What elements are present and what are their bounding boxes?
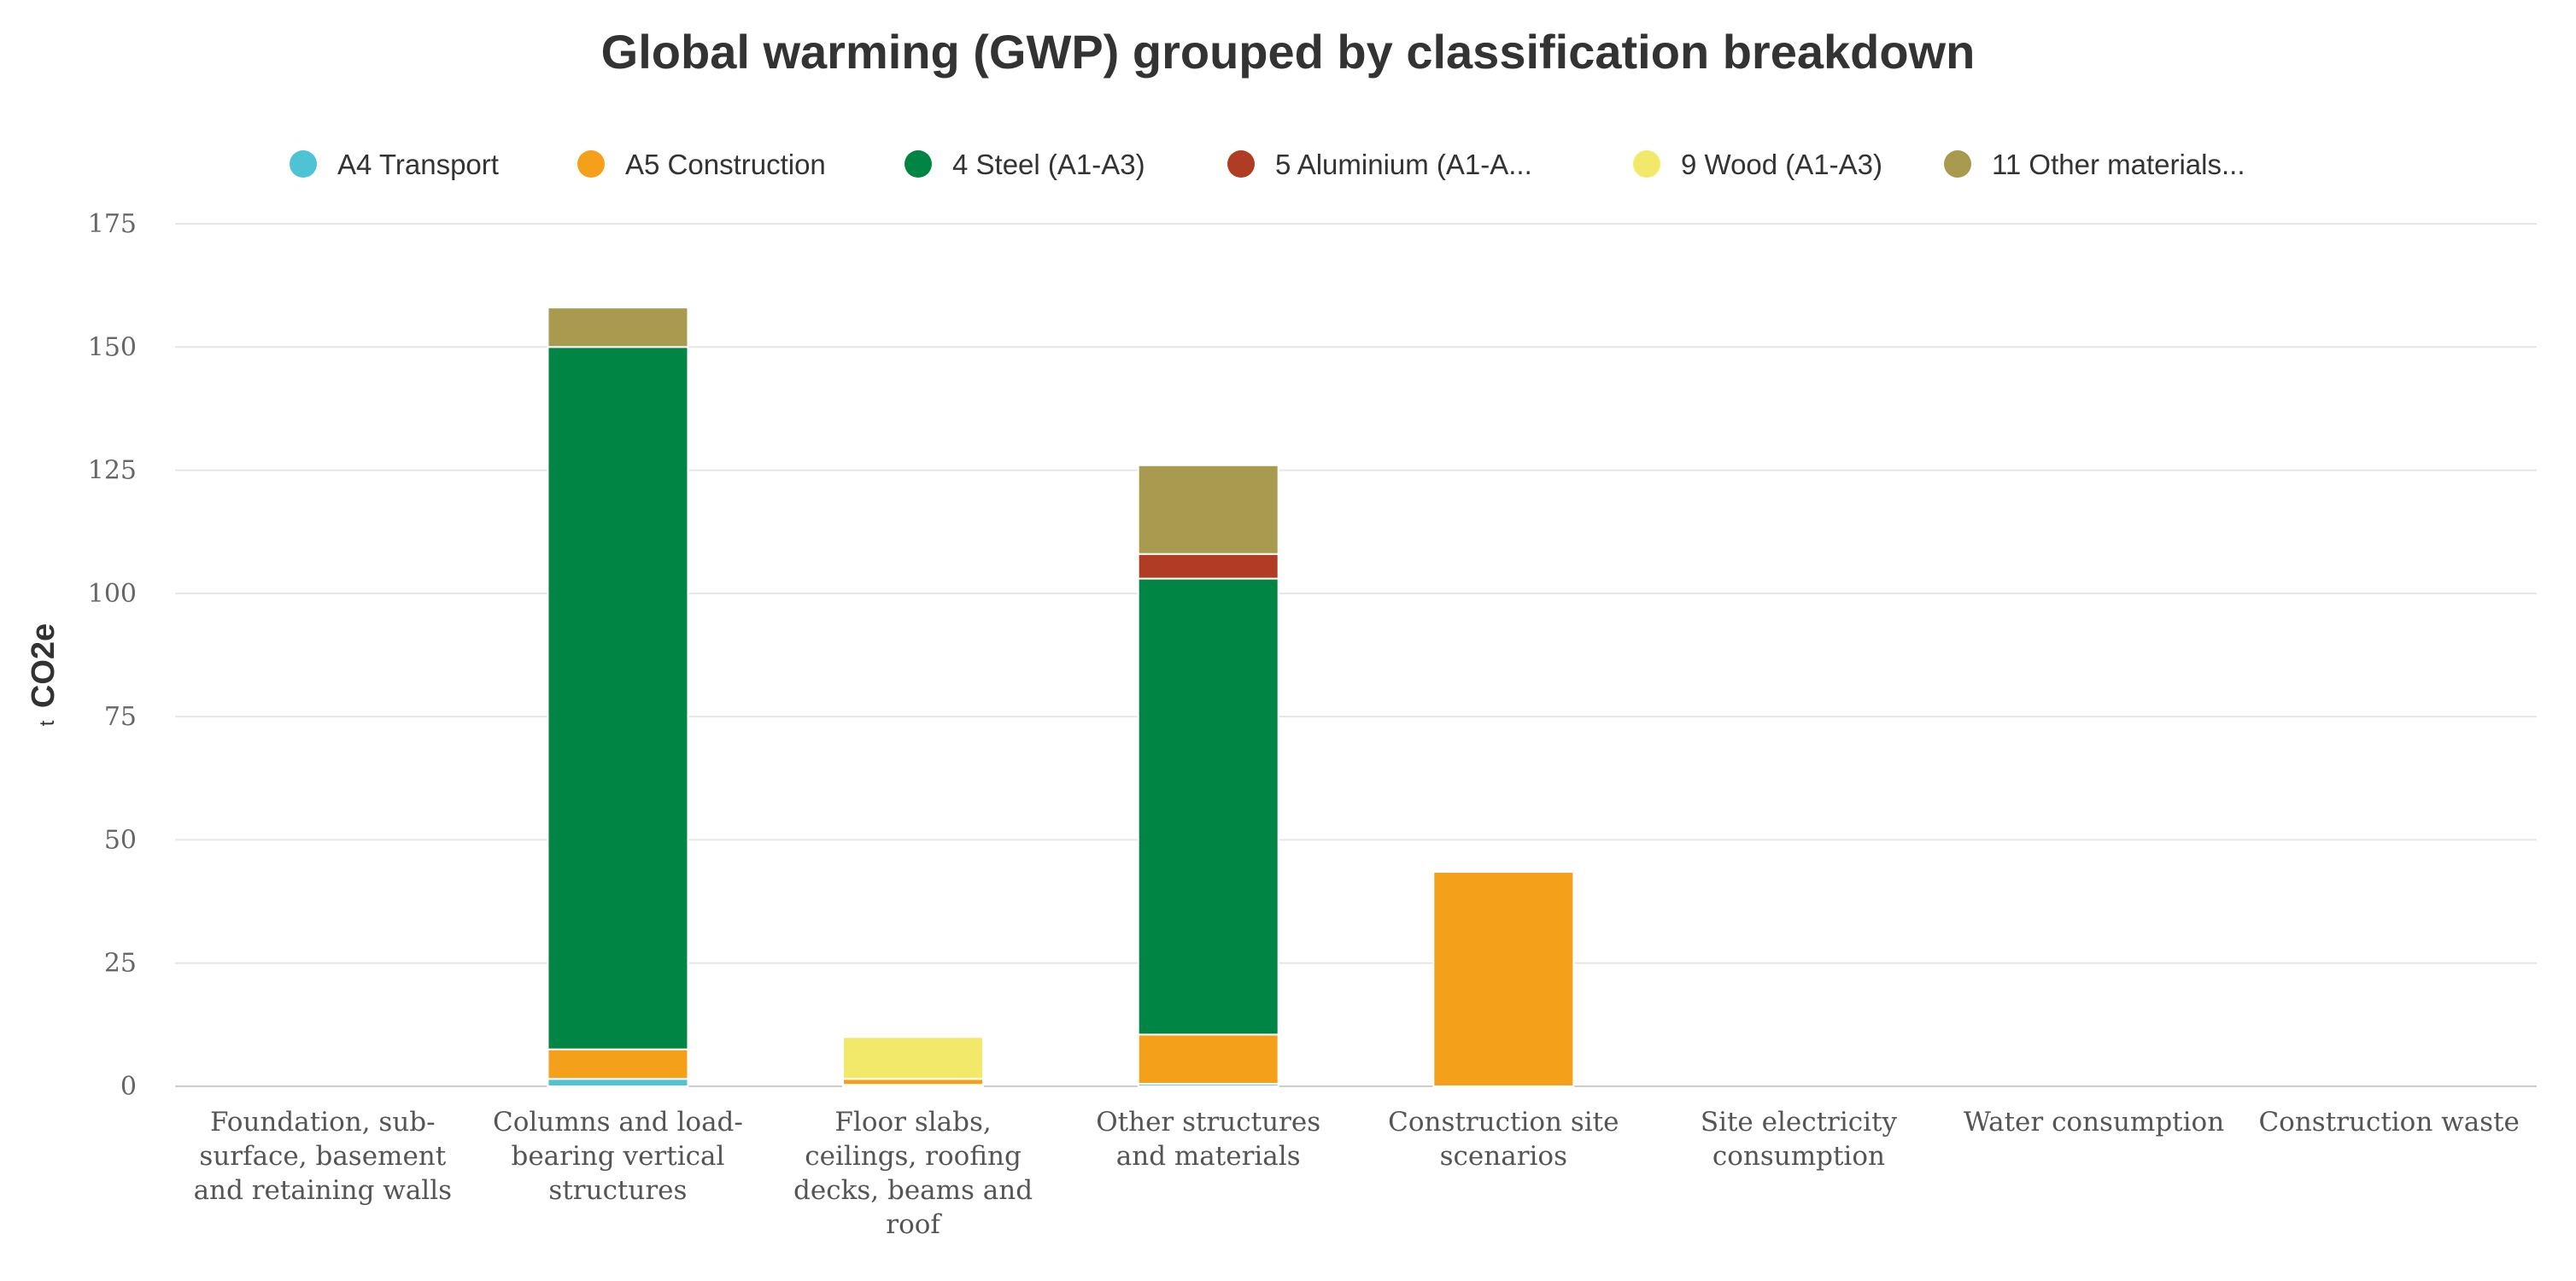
bar-segment[interactable]: [547, 346, 689, 1050]
legend-item[interactable]: 5 Aluminium (A1-A...: [1227, 149, 1532, 180]
chart-title: Global warming (GWP) grouped by classifi…: [601, 25, 1976, 79]
bar-segment[interactable]: [842, 1036, 985, 1080]
bars: [547, 307, 1575, 1088]
legend-label: A4 Transport: [337, 149, 499, 180]
legend-item[interactable]: 11 Other materials...: [1944, 149, 2245, 180]
svg-text:t CO2e: t CO2e: [26, 623, 61, 726]
y-axis-unit: t: [36, 720, 59, 726]
y-tick-label: 25: [104, 949, 137, 979]
x-category-label: Water consumption: [1964, 1107, 2224, 1138]
x-category-label: Other structures and materials: [1096, 1107, 1320, 1172]
bar-segment[interactable]: [1137, 464, 1279, 555]
bar-segment[interactable]: [1137, 1033, 1279, 1085]
legend-marker: [1944, 150, 1971, 178]
y-axis-ticks: 0 25 50 75 100 125 150 175: [88, 209, 137, 1102]
legend-marker: [1633, 150, 1660, 178]
legend-marker: [905, 150, 932, 178]
bar-segment[interactable]: [1137, 553, 1279, 580]
legend: A4 Transport A5 Construction 4 Steel (A1-A…: [290, 149, 2245, 180]
x-category-label: Columns and load-bearing vertical structu…: [493, 1107, 743, 1206]
y-axis-title: t CO2e: [26, 623, 61, 726]
legend-marker: [1227, 150, 1255, 178]
legend-label: A5 Construction: [625, 149, 826, 180]
x-category-label: Construction waste: [2258, 1107, 2519, 1138]
y-tick-label: 75: [104, 702, 137, 732]
x-category-label: Foundation, sub-surface, basement and ret…: [194, 1107, 452, 1206]
y-tick-label: 150: [88, 332, 137, 362]
legend-label: 5 Aluminium (A1-A...: [1275, 149, 1532, 180]
x-category-label: Site electricity consumption: [1701, 1107, 1898, 1172]
bar-segment[interactable]: [1432, 870, 1575, 1088]
legend-label: 11 Other materials...: [1992, 149, 2245, 180]
bar-segment[interactable]: [547, 307, 689, 348]
legend-label: 4 Steel (A1-A3): [952, 149, 1145, 180]
y-tick-label: 125: [88, 456, 137, 486]
x-axis-labels: Foundation, sub-surface, basement and ret…: [194, 1107, 2520, 1240]
bar-segment[interactable]: [842, 1078, 985, 1086]
x-category-label: Construction site scenarios: [1388, 1107, 1619, 1172]
y-tick-label: 100: [88, 579, 137, 609]
x-category-label: Floor slabs, ceilings, roofing decks, beam…: [793, 1107, 1033, 1240]
bar-segment[interactable]: [1137, 577, 1279, 1036]
legend-marker: [577, 150, 605, 178]
y-tick-label: 175: [88, 209, 137, 239]
gridlines: [175, 223, 2537, 1087]
legend-item[interactable]: A4 Transport: [290, 149, 499, 180]
legend-item[interactable]: 4 Steel (A1-A3): [905, 149, 1145, 180]
y-tick-label: 0: [120, 1072, 137, 1102]
bar-segment[interactable]: [547, 1078, 689, 1088]
legend-item[interactable]: 9 Wood (A1-A3): [1633, 149, 1882, 180]
y-tick-label: 50: [104, 825, 137, 855]
bar-segment[interactable]: [547, 1048, 689, 1080]
y-axis-label: CO2e: [26, 623, 61, 708]
legend-marker: [290, 150, 317, 178]
legend-item[interactable]: A5 Construction: [577, 149, 826, 180]
legend-label: 9 Wood (A1-A3): [1681, 149, 1882, 180]
